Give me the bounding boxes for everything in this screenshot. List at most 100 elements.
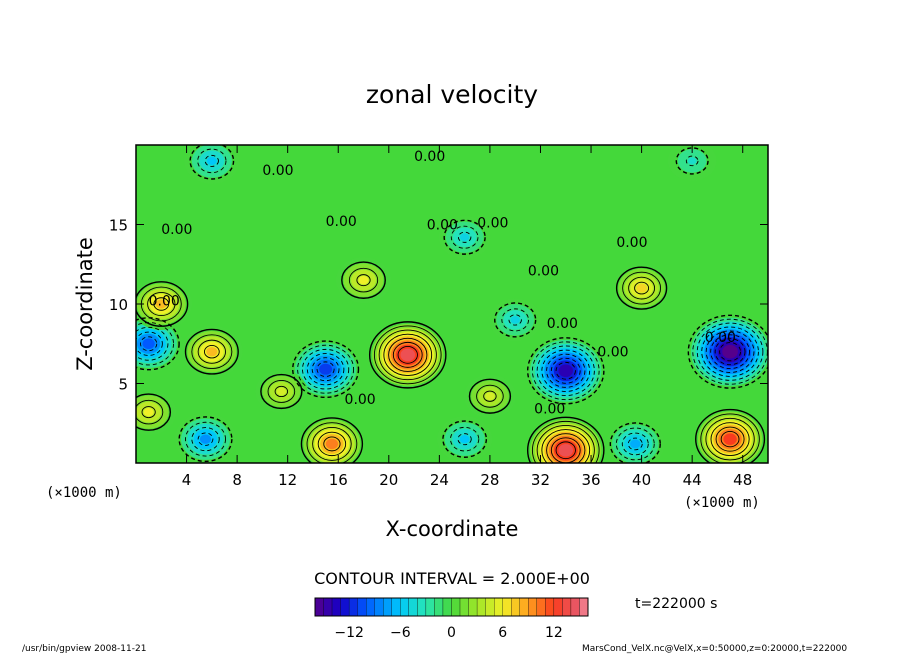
contour-ring-group (292, 340, 360, 399)
colorbar-swatch (425, 597, 435, 617)
contour-line (634, 281, 650, 295)
velocity-cell-17 (612, 263, 671, 313)
contour-line (341, 261, 386, 299)
contour-line (136, 393, 172, 431)
contour-line (397, 346, 418, 364)
velocity-level (325, 438, 339, 450)
contour-line (383, 333, 433, 377)
colorbar-swatch (434, 597, 444, 617)
velocity-cell-18 (489, 298, 542, 342)
contour-ring-group (178, 416, 233, 463)
velocity-cell-3 (136, 389, 177, 436)
colorbar-swatch (408, 597, 418, 617)
x-tick-label: 40 (632, 471, 651, 489)
velocity-level (206, 347, 218, 357)
contour-ring-group (136, 393, 172, 431)
contour-line (141, 406, 156, 419)
contour-ring-group (615, 266, 668, 310)
contour-line (197, 432, 214, 446)
contour-ring-group (468, 378, 512, 414)
contour-line (306, 353, 345, 386)
contour-ring-group (695, 408, 766, 463)
colorbar-swatch (383, 597, 392, 617)
contour-line (615, 266, 668, 310)
x-axis-label: X-coordinate (386, 517, 519, 541)
y-axis-label: Z-coordinate (73, 237, 97, 371)
contour-line (468, 378, 512, 414)
colorbar-swatch (476, 597, 486, 617)
x-tick-label: 20 (379, 471, 398, 489)
contour-line (541, 349, 591, 392)
y-tick-label: 15 (109, 217, 128, 235)
contour-line (292, 340, 360, 399)
contour-line (136, 322, 174, 366)
velocity-cell-2 (174, 413, 237, 463)
contour-line (705, 330, 755, 373)
x-tick-label: 32 (531, 471, 550, 489)
contour-ring-group (136, 317, 180, 371)
contour-line (191, 427, 220, 452)
contour-line (555, 361, 576, 380)
contour-line (536, 345, 595, 397)
colorbar-swatch (468, 597, 478, 617)
zero-contour-labels: 0.00 0.00 0.00 0.00 0.00 0.00 0.00 0.00 0.00 0.00… (149, 149, 736, 418)
contour-line (687, 314, 768, 389)
zero-contour-label: 0.00 (477, 216, 508, 232)
velocity-cell-6 (297, 414, 366, 463)
contour-line (191, 334, 233, 370)
velocity-level (400, 348, 416, 362)
velocity-level (687, 157, 697, 165)
contour-line (185, 421, 226, 457)
velocity-field (136, 145, 768, 463)
velocity-cell-13 (255, 369, 308, 413)
contour-line (203, 345, 220, 359)
velocity-level (319, 363, 333, 375)
contour-line (719, 342, 741, 362)
contour-interval: CONTOUR INTERVAL = 2.000E+00 (314, 569, 590, 588)
contour-line (705, 417, 755, 461)
contour-line (715, 426, 745, 452)
velocity-level (722, 344, 738, 359)
colorbar-swatch (366, 597, 375, 617)
contour-line (197, 148, 227, 174)
contour-line (457, 231, 472, 243)
contour-line (136, 281, 189, 327)
colorbar-swatch (519, 597, 529, 617)
velocity-level (558, 364, 574, 378)
contour-line (297, 344, 355, 394)
zero-contour-label: 0.00 (547, 316, 578, 332)
plot-background (136, 145, 768, 463)
contour-line (450, 225, 479, 249)
velocity-cell-12 (692, 407, 768, 463)
colorbar-swatch (374, 597, 384, 617)
velocity-level (558, 443, 574, 457)
contour-line (260, 373, 303, 410)
velocity-cell-16 (335, 257, 392, 304)
velocity-level (630, 439, 641, 449)
contour-line (531, 341, 600, 401)
velocity-cell-10 (606, 419, 665, 463)
x-tick-label: 4 (182, 471, 192, 489)
contour-line (622, 271, 662, 305)
contour-line (483, 390, 497, 402)
velocity-cell-7 (437, 416, 493, 463)
colorbar-swatch (485, 597, 495, 617)
contour-line (685, 155, 699, 167)
contour-line (700, 413, 760, 463)
plot-area: 0.00 0.00 0.00 0.00 0.00 0.00 0.00 0.00 0.00 0.00… (109, 144, 769, 489)
colorbar: −12 −6 0 6 12 (314, 597, 589, 641)
zero-contour-label: 0.00 (161, 222, 192, 238)
colorbar-swatch (348, 597, 358, 617)
velocity-cell-8 (525, 335, 607, 406)
contour-line (710, 422, 750, 457)
velocity-level (155, 299, 167, 309)
contour-line (501, 308, 529, 332)
contour-line (368, 321, 447, 389)
zero-contour-label: 0.00 (597, 344, 628, 360)
zero-contour-label: 0.00 (414, 149, 445, 165)
contour-line (494, 302, 537, 338)
colorbar-swatch (570, 597, 580, 617)
contour-ring-group (300, 417, 364, 463)
colorbar-swatches (314, 597, 589, 617)
